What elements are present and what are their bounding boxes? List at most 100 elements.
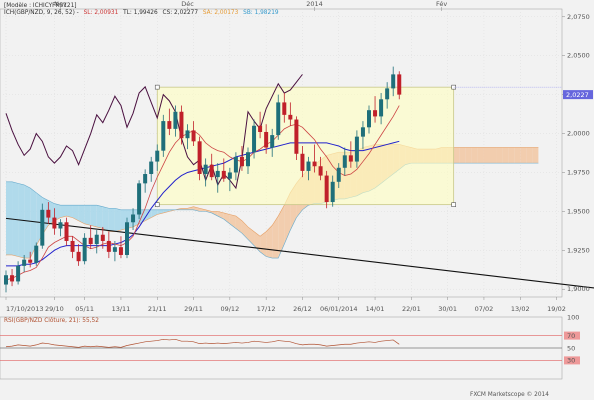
x-tick-label: 17/12 bbox=[257, 305, 276, 313]
candle-body bbox=[209, 164, 214, 178]
candle-body bbox=[342, 155, 347, 168]
kumo-segment bbox=[205, 209, 212, 213]
candle bbox=[342, 147, 347, 176]
rsi-tick-label: 30 bbox=[567, 357, 575, 365]
candle bbox=[100, 226, 105, 249]
kumo-segment bbox=[30, 188, 37, 259]
candle bbox=[185, 124, 190, 150]
y-tick-label: 2,0750 bbox=[567, 13, 590, 21]
candle-body bbox=[385, 88, 390, 100]
cs-value: CS: 2,02277 bbox=[163, 10, 199, 16]
candle bbox=[4, 270, 8, 293]
candle bbox=[221, 158, 226, 182]
candle-body bbox=[137, 183, 142, 215]
candle-body bbox=[354, 136, 359, 162]
chikou-span-line bbox=[5, 74, 303, 190]
kumo-segment bbox=[145, 209, 152, 221]
candle bbox=[125, 217, 129, 259]
candle-body bbox=[336, 167, 341, 182]
kumo-segment bbox=[260, 231, 267, 257]
candle bbox=[22, 254, 27, 273]
ichimoku-values-line: ICH(GBP/NZD, 9, 26, 52) - SL: 2,00931 TL… bbox=[4, 10, 279, 16]
x-tick-label: 14/01 bbox=[366, 305, 385, 313]
kumo-segment bbox=[278, 205, 285, 259]
candle bbox=[233, 152, 238, 181]
candle-body bbox=[348, 155, 353, 162]
candle-body bbox=[118, 247, 123, 255]
x-tick-label: 05/11 bbox=[75, 305, 94, 313]
candle bbox=[258, 111, 263, 139]
candle-body bbox=[373, 110, 378, 117]
candle bbox=[143, 169, 148, 193]
x-tick-label: 29/10 bbox=[45, 305, 64, 313]
candle bbox=[246, 147, 250, 175]
candle bbox=[330, 175, 335, 207]
candle-body bbox=[100, 234, 105, 241]
kumo-segment bbox=[163, 209, 170, 213]
candle bbox=[70, 236, 75, 259]
footer-credit: FXCM Marketscope © 2014 bbox=[470, 391, 549, 398]
candle bbox=[112, 240, 117, 262]
candle-body bbox=[221, 170, 226, 179]
kumo-segment bbox=[181, 208, 188, 210]
candle bbox=[227, 167, 232, 192]
candle-body bbox=[306, 161, 311, 171]
candle-body bbox=[143, 174, 148, 184]
month-label: Fév bbox=[436, 0, 447, 8]
candle bbox=[270, 128, 275, 157]
kumo-segment bbox=[90, 205, 97, 227]
x-tick-label: 29/11 bbox=[184, 305, 203, 313]
candle-body bbox=[82, 237, 87, 262]
sl-value: SL: 2,00931 bbox=[84, 10, 119, 16]
month-label: 2014 bbox=[306, 0, 323, 8]
candle bbox=[264, 124, 269, 154]
rsi-tick-label: 50 bbox=[567, 344, 575, 352]
candle bbox=[367, 105, 371, 134]
kumo-segment bbox=[520, 147, 527, 164]
candle-body bbox=[270, 135, 275, 148]
x-tick-label: 13/02 bbox=[511, 305, 530, 313]
candle bbox=[209, 153, 214, 181]
candle bbox=[391, 66, 396, 97]
sa-value: SA: 2,00173 bbox=[203, 10, 239, 16]
rsi-level-tag bbox=[564, 331, 580, 340]
candle bbox=[149, 156, 154, 182]
candle bbox=[379, 93, 384, 125]
candle-body bbox=[112, 247, 117, 252]
candle bbox=[167, 108, 172, 136]
candle bbox=[252, 119, 257, 159]
candle-body bbox=[246, 152, 250, 167]
candle-body bbox=[70, 240, 75, 252]
kumo-segment bbox=[532, 147, 539, 164]
candle-body bbox=[239, 156, 244, 167]
kumo-segment bbox=[502, 147, 509, 164]
candle-body bbox=[64, 222, 69, 241]
candle-body bbox=[312, 161, 317, 167]
month-label: Déc bbox=[181, 0, 194, 8]
y-tick-label: 2,0500 bbox=[567, 52, 590, 60]
candle-body bbox=[264, 131, 269, 148]
candle-body bbox=[167, 121, 172, 129]
kumo-segment bbox=[108, 208, 115, 232]
candle bbox=[336, 163, 341, 189]
candle bbox=[318, 156, 323, 181]
y-tick-label: 2,0000 bbox=[567, 130, 590, 138]
candle bbox=[239, 145, 244, 171]
trendline bbox=[5, 217, 594, 289]
candle bbox=[40, 203, 45, 249]
candle bbox=[64, 217, 69, 246]
kumo-segment bbox=[490, 147, 497, 164]
x-tick-label: 19/02 bbox=[547, 305, 566, 313]
candle-body bbox=[125, 222, 129, 255]
kumo-segment bbox=[465, 147, 472, 164]
candle bbox=[348, 141, 353, 168]
y-tick-label: 1,9750 bbox=[567, 168, 590, 176]
candle-body bbox=[324, 175, 329, 203]
rsi-indicator: 100 70 50 30 bbox=[0, 313, 580, 365]
kumo-segment bbox=[223, 212, 230, 224]
kumo-segment bbox=[211, 211, 218, 217]
kumo-segment bbox=[453, 147, 460, 164]
rsi-tick-label: 70 bbox=[567, 332, 575, 340]
x-tick-label: 21/11 bbox=[148, 305, 167, 313]
